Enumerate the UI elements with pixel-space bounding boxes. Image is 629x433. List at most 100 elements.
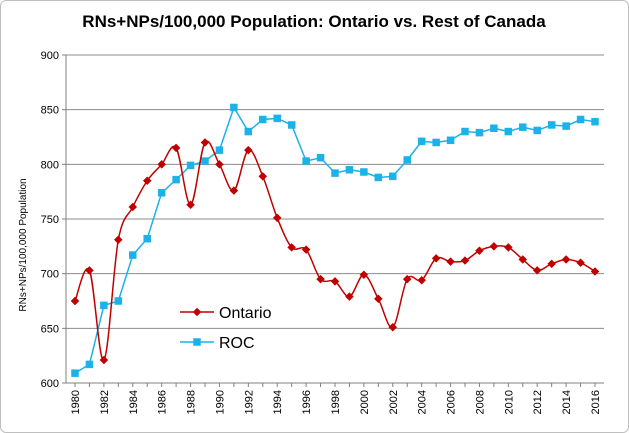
data-point-roc <box>172 175 180 184</box>
series-group <box>70 103 600 377</box>
data-point-ontario <box>99 355 109 365</box>
x-tick-label: 1988 <box>186 390 198 414</box>
x-tick-label: 2012 <box>532 390 544 414</box>
data-point-ontario <box>157 159 167 169</box>
x-tick-label: 1980 <box>70 390 82 414</box>
data-point-roc <box>446 136 455 145</box>
legend-label: Ontario <box>219 305 272 322</box>
data-point-ontario <box>489 241 499 251</box>
data-point-ontario <box>215 159 224 169</box>
data-point-ontario <box>431 254 441 263</box>
data-point-ontario <box>532 266 542 275</box>
x-tick-label: 1994 <box>272 390 284 414</box>
data-point-roc <box>360 168 368 176</box>
data-point-ontario <box>561 255 571 264</box>
y-tick-label: 650 <box>41 323 59 335</box>
data-point-ontario <box>258 172 268 181</box>
data-point-ontario <box>359 270 369 280</box>
data-point-ontario <box>547 259 557 269</box>
data-point-roc <box>143 234 151 243</box>
data-point-ontario <box>590 267 600 276</box>
data-point-ontario <box>345 292 354 301</box>
data-point-roc <box>417 137 426 146</box>
x-tick-label: 1998 <box>330 390 342 414</box>
data-point-roc <box>215 146 224 154</box>
data-point-roc <box>129 251 137 259</box>
x-tick-label: 2008 <box>474 390 486 414</box>
legend-swatch-marker <box>193 338 201 346</box>
data-point-ontario <box>503 243 513 252</box>
data-point-ontario <box>70 296 80 306</box>
data-point-ontario <box>200 138 210 147</box>
series-roc <box>71 103 599 377</box>
legend-item-roc: ROC <box>180 335 255 352</box>
legend-item-ontario: Ontario <box>180 305 272 322</box>
x-tick-label: 2006 <box>446 390 458 414</box>
data-point-ontario <box>128 202 138 212</box>
data-point-roc <box>100 301 108 310</box>
legend: Ontario ROC <box>180 305 272 352</box>
data-point-roc <box>287 121 296 129</box>
data-point-ontario <box>316 274 325 284</box>
x-tick-label: 2014 <box>561 390 573 414</box>
data-point-roc <box>345 166 354 174</box>
data-point-ontario <box>417 275 427 285</box>
data-point-roc <box>461 127 469 136</box>
legend-swatch-marker <box>192 307 202 317</box>
series-line-roc <box>74 105 596 374</box>
data-point-roc <box>490 124 498 133</box>
data-point-ontario <box>113 235 123 245</box>
y-tick-label: 800 <box>41 159 59 171</box>
x-tick-label: 2004 <box>417 390 429 414</box>
data-point-roc <box>504 127 513 136</box>
legend-label: ROC <box>219 335 255 352</box>
data-point-roc <box>374 173 383 182</box>
data-point-ontario <box>576 258 585 268</box>
data-point-roc <box>562 122 570 130</box>
series-ontario <box>70 138 600 365</box>
data-point-roc <box>316 154 325 162</box>
data-point-ontario <box>330 276 340 286</box>
x-tick-label: 1984 <box>128 390 140 414</box>
data-point-ontario <box>518 255 528 264</box>
data-point-ontario <box>85 266 94 275</box>
x-tick-label: 2016 <box>590 390 602 414</box>
data-point-roc <box>475 128 484 137</box>
data-point-roc <box>331 169 339 177</box>
data-point-ontario <box>402 274 412 284</box>
data-point-ontario <box>388 322 398 332</box>
data-point-roc <box>547 121 556 129</box>
x-tick-label: 1986 <box>157 390 169 414</box>
x-tick-label: 1982 <box>99 390 111 414</box>
data-point-ontario <box>171 143 181 153</box>
data-point-ontario <box>186 200 195 210</box>
data-point-ontario <box>142 176 152 186</box>
data-point-roc <box>389 172 397 181</box>
data-point-ontario <box>446 257 455 266</box>
data-point-roc <box>157 189 166 197</box>
data-point-roc <box>230 103 238 112</box>
y-tick-label: 900 <box>41 50 59 62</box>
data-point-roc <box>302 157 310 165</box>
data-point-ontario <box>229 186 239 195</box>
y-tick-label: 700 <box>41 269 59 281</box>
data-point-roc <box>273 114 281 123</box>
data-point-ontario <box>243 145 253 155</box>
data-point-roc <box>576 115 585 124</box>
x-axis: 1980 1982 1984 1986 1988 1990 1992 1994 1996 1998… <box>66 382 604 414</box>
data-point-ontario <box>287 243 297 252</box>
x-tick-label: 2010 <box>503 390 515 414</box>
data-point-roc <box>533 126 541 135</box>
data-point-ontario <box>272 213 282 223</box>
data-point-roc <box>85 360 94 369</box>
data-point-roc <box>519 123 527 131</box>
data-point-roc <box>259 115 267 124</box>
data-point-roc <box>244 127 253 136</box>
x-tick-label: 2000 <box>359 390 371 414</box>
data-point-roc <box>114 297 123 305</box>
y-axis-label: RNs+NPs/100,000 Population <box>18 178 29 311</box>
data-point-roc <box>432 138 440 147</box>
x-tick-label: 1990 <box>214 390 226 414</box>
data-point-roc <box>403 156 411 164</box>
